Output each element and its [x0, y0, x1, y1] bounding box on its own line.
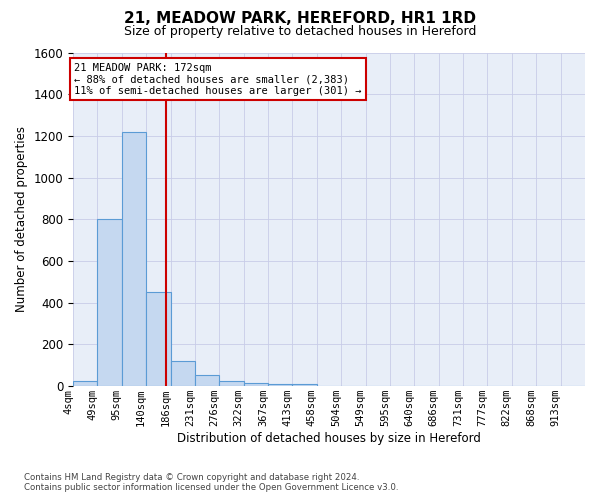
- X-axis label: Distribution of detached houses by size in Hereford: Distribution of detached houses by size …: [177, 432, 481, 445]
- Bar: [292, 384, 317, 386]
- Bar: [220, 381, 244, 386]
- Bar: [268, 384, 292, 386]
- Text: Size of property relative to detached houses in Hereford: Size of property relative to detached ho…: [124, 25, 476, 38]
- Bar: [146, 292, 170, 386]
- Bar: [195, 374, 220, 386]
- Bar: [170, 361, 195, 386]
- Bar: [73, 381, 97, 386]
- Text: Contains HM Land Registry data © Crown copyright and database right 2024.
Contai: Contains HM Land Registry data © Crown c…: [24, 473, 398, 492]
- Bar: [97, 220, 122, 386]
- Text: 21, MEADOW PARK, HEREFORD, HR1 1RD: 21, MEADOW PARK, HEREFORD, HR1 1RD: [124, 11, 476, 26]
- Text: 21 MEADOW PARK: 172sqm
← 88% of detached houses are smaller (2,383)
11% of semi-: 21 MEADOW PARK: 172sqm ← 88% of detached…: [74, 62, 362, 96]
- Bar: [244, 383, 268, 386]
- Bar: [122, 132, 146, 386]
- Y-axis label: Number of detached properties: Number of detached properties: [15, 126, 28, 312]
